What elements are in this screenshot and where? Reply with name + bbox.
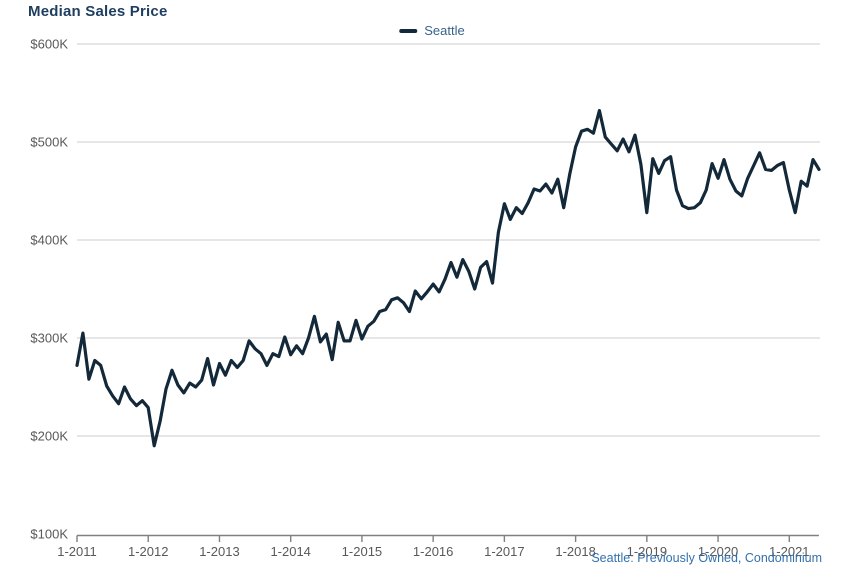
- x-axis-label-1-2016: 1-2016: [413, 544, 453, 559]
- y-axis-label-400k: $400K: [30, 233, 68, 248]
- x-axis-label-1-2011: 1-2011: [57, 544, 97, 559]
- y-axis-label-100k: $100K: [30, 527, 68, 542]
- x-axis-label-1-2014: 1-2014: [270, 544, 310, 559]
- y-axis-label-200k: $200K: [30, 429, 68, 444]
- x-axis-label-1-2019: 1-2019: [627, 544, 667, 559]
- legend-label: Seattle: [424, 23, 465, 38]
- source-note: Seattle: Previously Owned, Condominium: [591, 551, 822, 565]
- seattle-price-line: [75, 108, 821, 448]
- x-axis-label-1-2013: 1-2013: [199, 544, 239, 559]
- x-axis-label-1-2015: 1-2015: [342, 544, 382, 559]
- y-axis-label-500k: $500K: [30, 135, 68, 150]
- x-axis-label-1-2018: 1-2018: [555, 544, 595, 559]
- x-axis-label-1-2017: 1-2017: [484, 544, 524, 559]
- y-axis-label-300k: $300K: [30, 331, 68, 346]
- legend-item-seattle[interactable]: Seattle: [399, 23, 465, 38]
- seattle-line-swatch: [399, 28, 418, 33]
- x-axis-label-1-2021: 1-2021: [769, 544, 809, 559]
- chart-title: Median Sales Price: [28, 3, 168, 20]
- x-axis-label-1-2020: 1-2020: [698, 544, 738, 559]
- legend: Seattle: [399, 23, 465, 38]
- y-axis-label-600k: $600K: [30, 37, 68, 52]
- x-axis-label-1-2012: 1-2012: [128, 544, 168, 559]
